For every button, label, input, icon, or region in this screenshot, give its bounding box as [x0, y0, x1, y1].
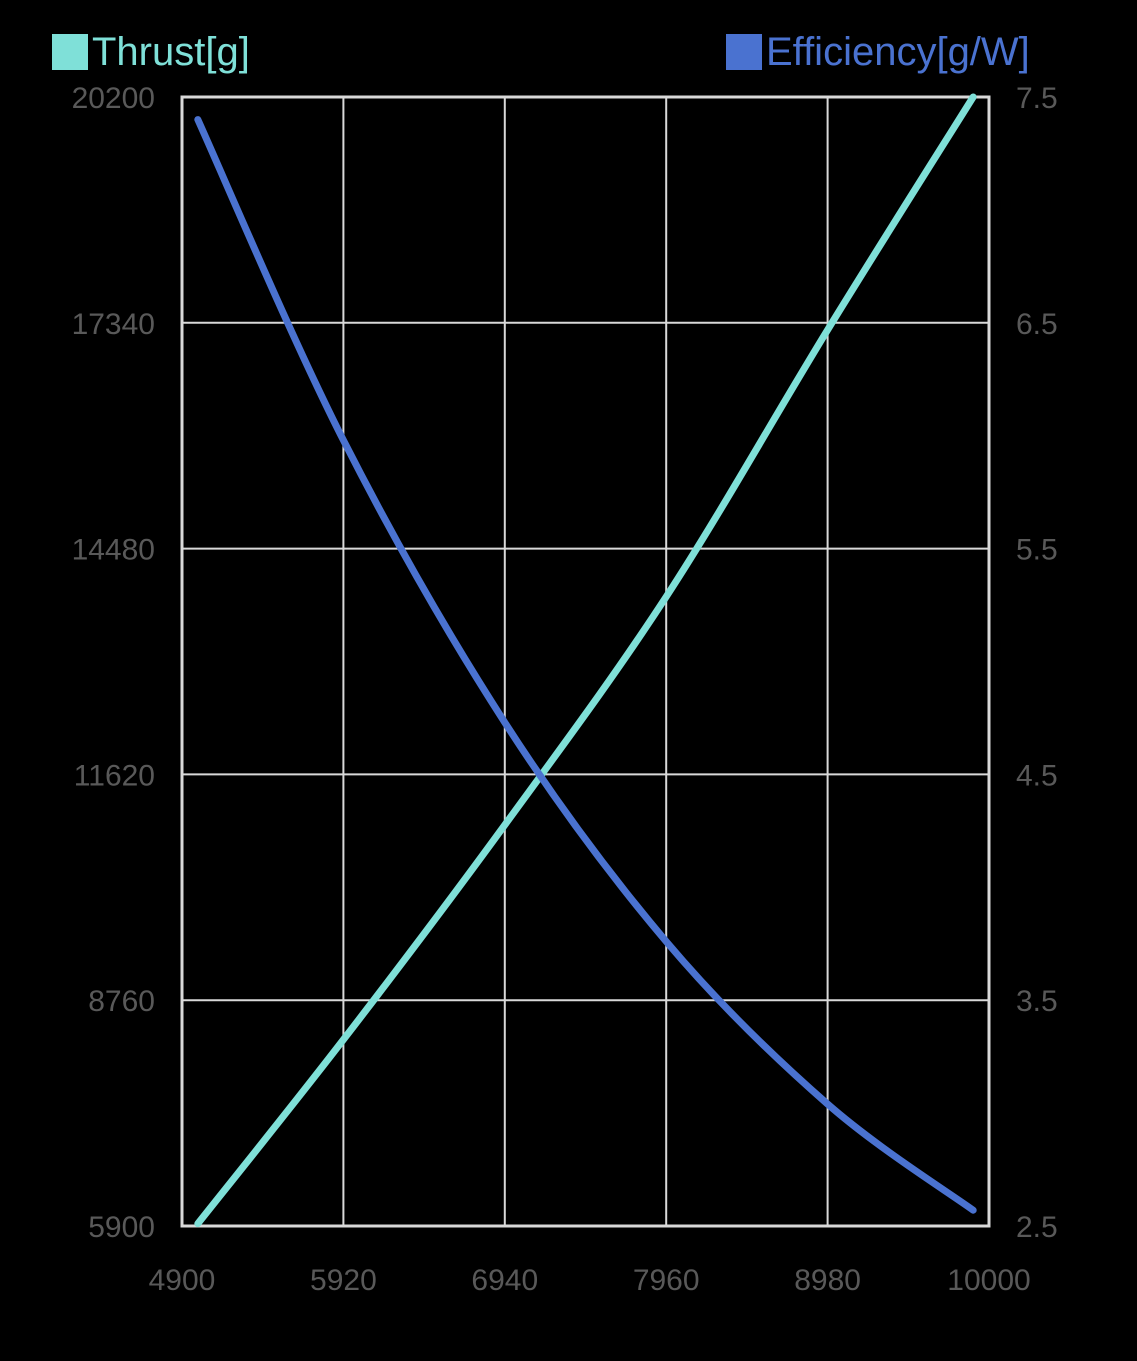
x-tick-label: 10000 — [947, 1264, 1030, 1297]
thrust-series-line — [194, 93, 977, 1228]
y-tick-label: 14480 — [72, 534, 155, 567]
y2-tick-label: 6.5 — [1016, 308, 1058, 341]
plot-border — [180, 95, 991, 1228]
y2-tick-label: 3.5 — [1016, 985, 1058, 1018]
x-tick-label: 4900 — [149, 1264, 216, 1297]
efficiency-series-line — [194, 116, 977, 1214]
legend-efficiency: Efficiency[g/W] — [726, 26, 1030, 78]
right-y-axis-ticks: 2.5 3.5 4.5 5.5 6.5 7.5 — [1016, 82, 1058, 1244]
efficiency-legend-swatch — [726, 34, 762, 70]
y2-tick-label: 5.5 — [1016, 534, 1058, 567]
y2-tick-label: 7.5 — [1016, 82, 1058, 115]
y-tick-label: 5900 — [88, 1211, 155, 1244]
left-y-axis-ticks: 5900 8760 11620 14480 17340 20200 — [72, 82, 155, 1244]
efficiency-legend-label: Efficiency[g/W] — [766, 30, 1030, 74]
y-tick-label: 11620 — [74, 759, 155, 792]
y-tick-label: 20200 — [72, 82, 155, 115]
x-axis-ticks: 4900 5920 6940 7960 8980 10000 — [149, 1264, 1031, 1297]
y-tick-label: 17340 — [72, 308, 155, 341]
x-tick-label: 8980 — [794, 1264, 861, 1297]
thrust-legend-label: Thrust[g] — [92, 30, 250, 74]
y-tick-label: 8760 — [88, 985, 155, 1018]
y2-tick-label: 2.5 — [1016, 1211, 1058, 1244]
legend-thrust: Thrust[g] — [52, 26, 250, 78]
y2-tick-label: 4.5 — [1016, 759, 1058, 792]
x-tick-label: 5920 — [310, 1264, 377, 1297]
x-tick-label: 6940 — [471, 1264, 538, 1297]
x-tick-label: 7960 — [633, 1264, 700, 1297]
thrust-legend-swatch — [52, 34, 88, 70]
